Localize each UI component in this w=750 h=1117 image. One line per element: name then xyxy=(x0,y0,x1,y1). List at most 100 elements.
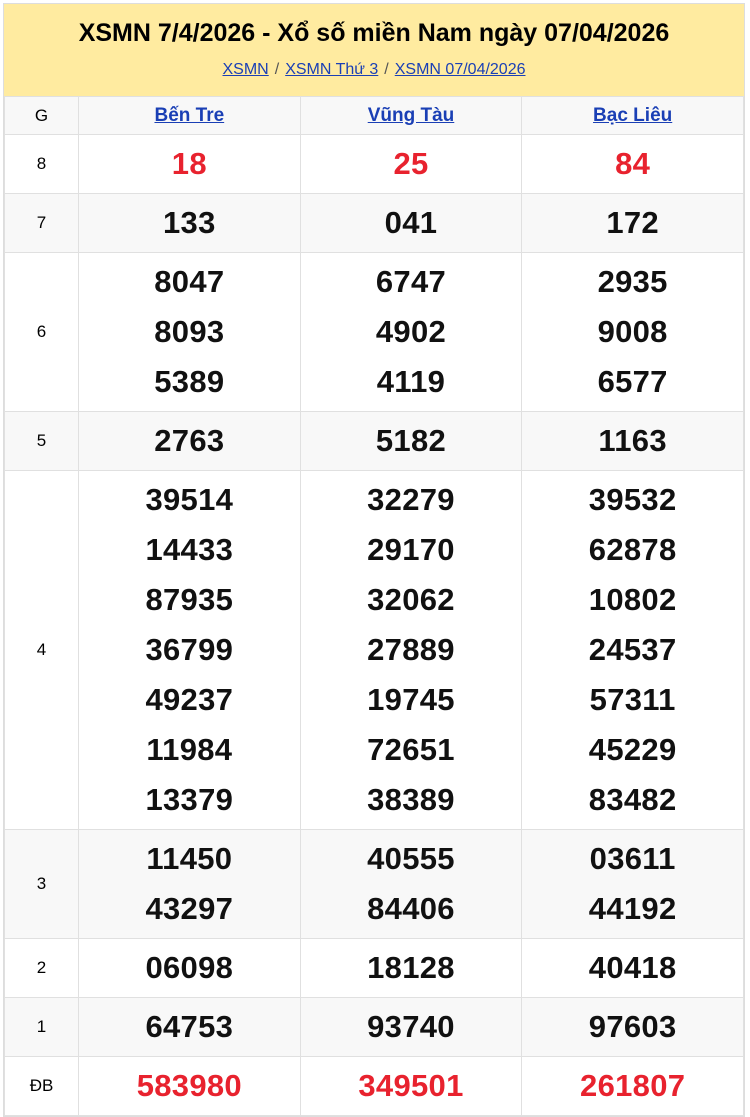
result-number: 261807 xyxy=(580,1068,686,1103)
result-number: 72651 xyxy=(367,732,455,767)
table-row: 2 06098 18128 40418 xyxy=(4,938,744,998)
result-number: 6577 xyxy=(597,364,668,399)
result-number: 13379 xyxy=(145,782,234,817)
page-title: XSMN 7/4/2026 - Xổ số miền Nam ngày 07/0… xyxy=(78,19,670,47)
result-number: 27889 xyxy=(367,632,455,667)
prize-column-header: G xyxy=(4,96,79,135)
prize-label: 6 xyxy=(4,252,79,412)
table-row: 1 64753 93740 97603 xyxy=(4,997,744,1057)
result-cell: 40555 84406 xyxy=(299,829,523,939)
result-number: 32279 xyxy=(367,482,455,517)
result-number: 5182 xyxy=(375,423,447,458)
result-cell: 18 xyxy=(78,134,301,194)
province-link-bac-lieu[interactable]: Bạc Liêu xyxy=(593,104,673,126)
result-number: 43297 xyxy=(145,891,234,926)
province-header: Vũng Tàu xyxy=(299,96,523,135)
result-number: 03611 xyxy=(589,841,676,876)
result-number: 44192 xyxy=(588,891,677,926)
result-number: 9008 xyxy=(597,314,668,349)
result-number: 64753 xyxy=(145,1009,234,1044)
result-number: 041 xyxy=(384,205,438,240)
result-cell: 133 xyxy=(78,193,301,253)
result-number: 62878 xyxy=(588,532,677,567)
result-number: 39514 xyxy=(145,482,234,517)
result-number: 8093 xyxy=(154,314,225,349)
result-number: 14433 xyxy=(145,532,234,567)
result-number: 36799 xyxy=(145,632,234,667)
result-number: 87935 xyxy=(145,582,234,617)
result-number: 97603 xyxy=(588,1009,677,1044)
result-cell: 1163 xyxy=(521,411,744,471)
result-number: 29170 xyxy=(367,532,455,567)
result-number: 133 xyxy=(163,205,216,240)
result-number: 32062 xyxy=(367,582,455,617)
result-number: 45229 xyxy=(588,732,677,767)
result-cell: 32279 29170 32062 27889 19745 72651 38389 xyxy=(299,470,523,830)
result-cell: 6747 4902 4119 xyxy=(299,252,523,412)
result-cell: 2763 xyxy=(78,411,301,471)
result-number: 2763 xyxy=(154,423,225,458)
breadcrumb-separator: / xyxy=(274,61,280,78)
prize-label: 3 xyxy=(4,829,79,939)
result-number: 4119 xyxy=(376,364,446,399)
breadcrumb-xsmn-weekday[interactable]: XSMN Thứ 3 xyxy=(285,61,379,78)
breadcrumb-xsmn[interactable]: XSMN xyxy=(222,61,269,78)
table-row: 5 2763 5182 1163 xyxy=(4,411,744,471)
result-number: 11450 xyxy=(146,841,233,876)
result-cell: 172 xyxy=(521,193,744,253)
result-cell: 25 xyxy=(299,134,523,194)
table-row: 4 39514 14433 87935 36799 49237 11984 13379 3227… xyxy=(4,470,744,830)
prize-label: 4 xyxy=(4,470,79,830)
result-cell: 40418 xyxy=(521,938,744,998)
province-header: Bến Tre xyxy=(78,96,301,135)
result-number: 40555 xyxy=(367,841,455,876)
result-number: 84 xyxy=(615,146,651,181)
result-number: 57311 xyxy=(589,682,676,717)
result-number: 10802 xyxy=(588,582,677,617)
breadcrumb-separator: / xyxy=(384,61,389,78)
result-cell: 5182 xyxy=(299,411,523,471)
province-header: Bạc Liêu xyxy=(521,96,744,135)
prize-label: 1 xyxy=(4,997,79,1057)
result-number: 06098 xyxy=(145,950,234,985)
result-number: 84406 xyxy=(367,891,455,926)
result-cell: 261807 xyxy=(521,1056,744,1116)
result-number: 349501 xyxy=(358,1068,464,1103)
result-cell: 39514 14433 87935 36799 49237 11984 13379 xyxy=(78,470,301,830)
result-number: 5389 xyxy=(154,364,225,399)
province-link-ben-tre[interactable]: Bến Tre xyxy=(154,104,225,126)
results-panel: XSMN 7/4/2026 - Xổ số miền Nam ngày 07/0… xyxy=(3,3,745,1117)
prize-label: 7 xyxy=(4,193,79,253)
table-row: 8 18 25 84 xyxy=(4,134,744,194)
result-number: 18 xyxy=(171,146,207,181)
result-cell: 041 xyxy=(299,193,523,253)
result-number: 11984 xyxy=(146,732,233,767)
result-number: 172 xyxy=(606,205,659,240)
result-cell: 97603 xyxy=(521,997,744,1057)
prize-label: 5 xyxy=(4,411,79,471)
table-row: 3 11450 43297 40555 84406 03611 44192 xyxy=(4,829,744,939)
result-cell: 18128 xyxy=(299,938,523,998)
result-cell: 03611 44192 xyxy=(521,829,744,939)
breadcrumb: XSMN / XSMN Thứ 3 / XSMN 07/04/2026 xyxy=(4,61,744,79)
breadcrumb-xsmn-date[interactable]: XSMN 07/04/2026 xyxy=(394,61,526,78)
result-number: 1163 xyxy=(598,423,667,458)
result-number: 39532 xyxy=(588,482,677,517)
result-cell: 583980 xyxy=(78,1056,301,1116)
result-number: 19745 xyxy=(367,682,455,717)
prize-label: ĐB xyxy=(4,1056,79,1116)
result-cell: 93740 xyxy=(299,997,523,1057)
result-number: 6747 xyxy=(375,264,447,299)
result-cell: 2935 9008 6577 xyxy=(521,252,744,412)
prize-label: 2 xyxy=(4,938,79,998)
table-row: ĐB 583980 349501 261807 xyxy=(4,1056,744,1116)
result-number: 25 xyxy=(393,146,429,181)
result-number: 18128 xyxy=(367,950,455,985)
result-number: 8047 xyxy=(154,264,225,299)
province-link-vung-tau[interactable]: Vũng Tàu xyxy=(367,104,455,126)
result-number: 38389 xyxy=(367,782,455,817)
table-row: 6 8047 8093 5389 6747 4902 4119 2935 9008 6577 xyxy=(4,252,744,412)
results-table: G Bến Tre Vũng Tàu Bạc Liêu 8 18 25 84 7 133 0… xyxy=(4,96,744,1116)
results-header: XSMN 7/4/2026 - Xổ số miền Nam ngày 07/0… xyxy=(4,4,744,96)
result-number: 49237 xyxy=(145,682,234,717)
